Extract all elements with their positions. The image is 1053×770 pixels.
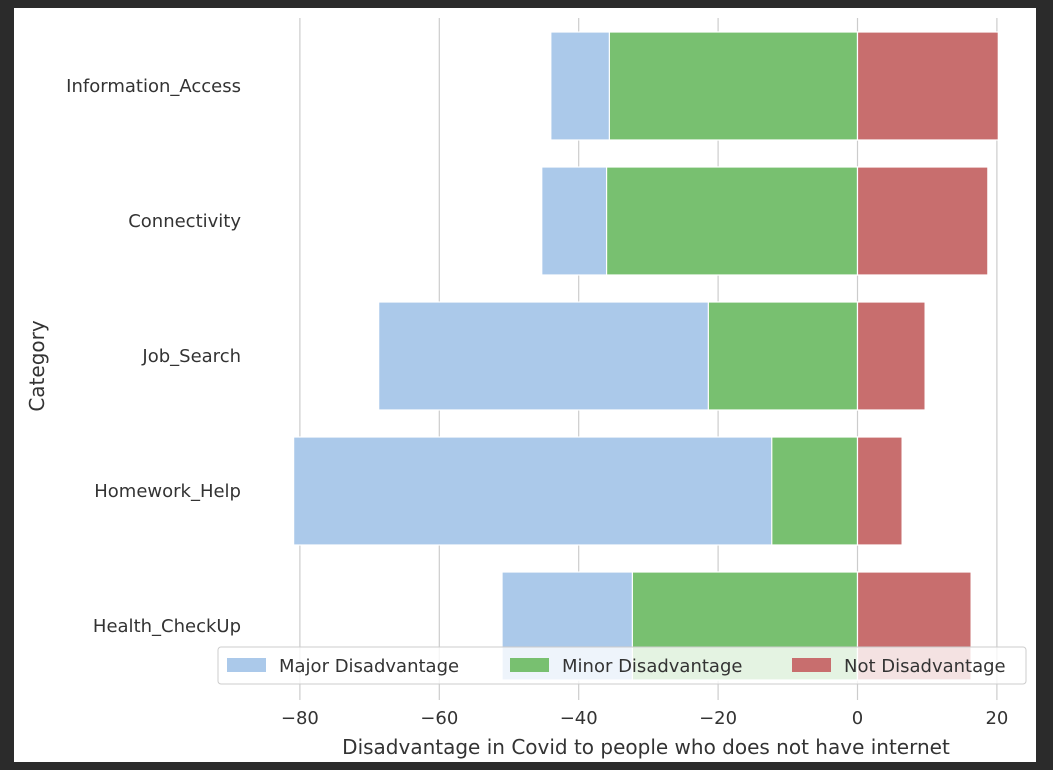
legend-label-not-disadvantage: Not Disadvantage [844,656,1006,677]
bar-not-disadvantage-homework_help [856,436,903,546]
x-tick-label: 20 [985,708,1008,729]
legend-frame [217,646,1027,685]
bar-minor-disadvantage-connectivity [605,166,859,276]
bar-minor-disadvantage-information_access [608,31,859,141]
y-tick-label: Connectivity [128,211,241,232]
y-tick-label: Health_CheckUp [93,616,241,637]
legend-label-major-disadvantage: Major Disadvantage [279,656,459,677]
y-tick-labels: Information_Access Connectivity Job_Search… [66,76,241,637]
y-tick-label: Job_Search [141,346,241,367]
bar-not-disadvantage-information_access [856,31,999,141]
legend-label-minor-disadvantage: Minor Disadvantage [562,656,742,677]
bar-not-disadvantage-connectivity [856,166,989,276]
y-tick-label: Information_Access [66,76,241,97]
x-tick-label: −80 [281,708,319,729]
legend: Major Disadvantage Minor Disadvantage Not … [217,646,1027,685]
bars [293,31,999,681]
legend-swatch-major-disadvantage [227,658,266,672]
bar-major-disadvantage-homework_help [293,436,859,546]
x-tick-label: −20 [699,708,737,729]
bar-not-disadvantage-job_search [856,301,926,411]
legend-swatch-minor-disadvantage [510,658,549,672]
bar-minor-disadvantage-job_search [707,301,859,411]
y-tick-label: Homework_Help [94,481,241,502]
chart-figure: Information_Access Connectivity Job_Search… [14,8,1036,762]
x-tick-label: 0 [852,708,863,729]
bar-chart: Information_Access Connectivity Job_Search… [25,18,1027,759]
x-tick-label: −60 [420,708,458,729]
legend-swatch-not-disadvantage [792,658,831,672]
x-tick-labels: −80 −60 −40 −20 0 20 [281,708,1008,729]
bar-minor-disadvantage-homework_help [771,436,859,546]
x-tick-label: −40 [560,708,598,729]
x-axis-label: Disadvantage in Covid to people who does… [342,735,950,759]
y-axis-label: Category [25,320,49,412]
